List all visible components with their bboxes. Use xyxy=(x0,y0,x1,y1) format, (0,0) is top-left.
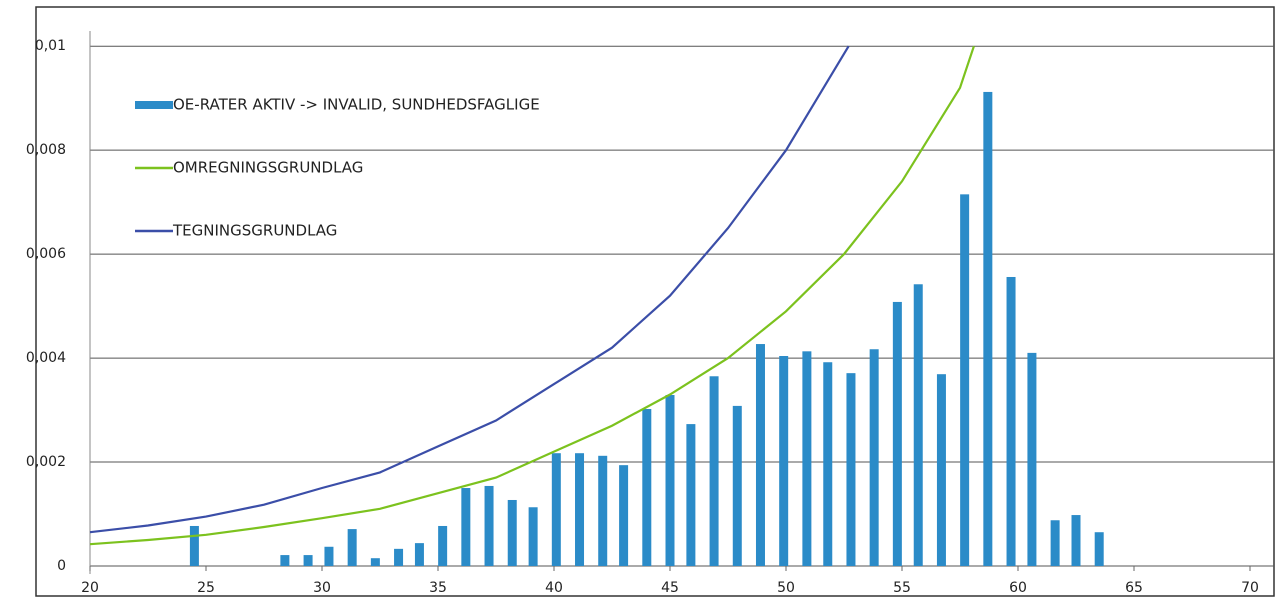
bar xyxy=(598,455,608,566)
bar xyxy=(370,558,380,566)
x-tick-label: 60 xyxy=(1009,580,1027,596)
bar xyxy=(551,453,561,566)
legend-label: OE-RATER AKTIV -> INVALID, SUNDHEDSFAGLI… xyxy=(173,96,540,114)
bar xyxy=(686,424,696,566)
x-tick-label: 25 xyxy=(197,580,215,596)
bar xyxy=(892,301,902,566)
bar xyxy=(983,91,993,566)
legend: OE-RATER AKTIV -> INVALID, SUNDHEDSFAGLI… xyxy=(135,96,540,240)
bar xyxy=(347,529,357,566)
x-tick-label: 30 xyxy=(313,580,331,596)
bar xyxy=(755,344,765,566)
bar xyxy=(846,373,856,566)
bar xyxy=(394,548,404,566)
frame xyxy=(35,6,1275,597)
bar xyxy=(1094,532,1104,566)
line xyxy=(89,45,850,534)
grid: 0 0,002 0,004 0,006 0,008 0,01 20 25 30 35 40 45 50 5… xyxy=(26,31,1274,596)
y-tick-label: 0,004 xyxy=(26,350,66,366)
bar xyxy=(1071,515,1081,566)
legend-swatch xyxy=(135,101,173,109)
x-tick-label: 20 xyxy=(81,580,99,596)
x-tick-label: 40 xyxy=(545,580,563,596)
bar xyxy=(461,488,471,566)
bar xyxy=(642,409,652,566)
bar xyxy=(709,376,719,566)
bar xyxy=(189,525,199,566)
x-tick-label: 45 xyxy=(661,580,679,596)
bar xyxy=(732,405,742,566)
bar xyxy=(438,525,448,566)
bar xyxy=(823,362,833,566)
bar xyxy=(1006,276,1016,566)
bar xyxy=(507,499,517,566)
bar xyxy=(619,465,629,566)
x-tick-label: 50 xyxy=(777,580,795,596)
bar xyxy=(303,555,313,566)
legend-label: TEGNINGSGRUNDLAG xyxy=(172,222,337,240)
bar xyxy=(913,284,923,566)
x-tick-label: 70 xyxy=(1241,580,1259,596)
y-tick-label: 0,006 xyxy=(26,246,66,262)
bar xyxy=(936,374,946,566)
x-tick-label: 35 xyxy=(429,580,447,596)
y-tick-label: 0,008 xyxy=(26,142,66,158)
bar xyxy=(484,485,494,566)
x-tick-label: 65 xyxy=(1125,580,1143,596)
bar xyxy=(324,546,334,566)
marks xyxy=(89,45,1104,566)
bar xyxy=(414,543,424,566)
bar xyxy=(1027,352,1037,566)
bar xyxy=(779,356,789,566)
bar xyxy=(665,394,675,566)
bar xyxy=(280,555,290,566)
y-tick-label: 0,01 xyxy=(35,38,66,54)
y-tick-label: 0 xyxy=(57,558,66,574)
bar xyxy=(960,194,970,566)
x-tick-label: 55 xyxy=(893,580,911,596)
bar xyxy=(528,507,538,566)
bar xyxy=(802,351,812,566)
y-tick-label: 0,002 xyxy=(26,454,66,470)
bar xyxy=(575,453,585,566)
bar xyxy=(869,349,879,566)
line xyxy=(89,45,975,546)
bar xyxy=(1050,520,1060,566)
legend-label: OMREGNINGSGRUNDLAG xyxy=(173,159,363,177)
